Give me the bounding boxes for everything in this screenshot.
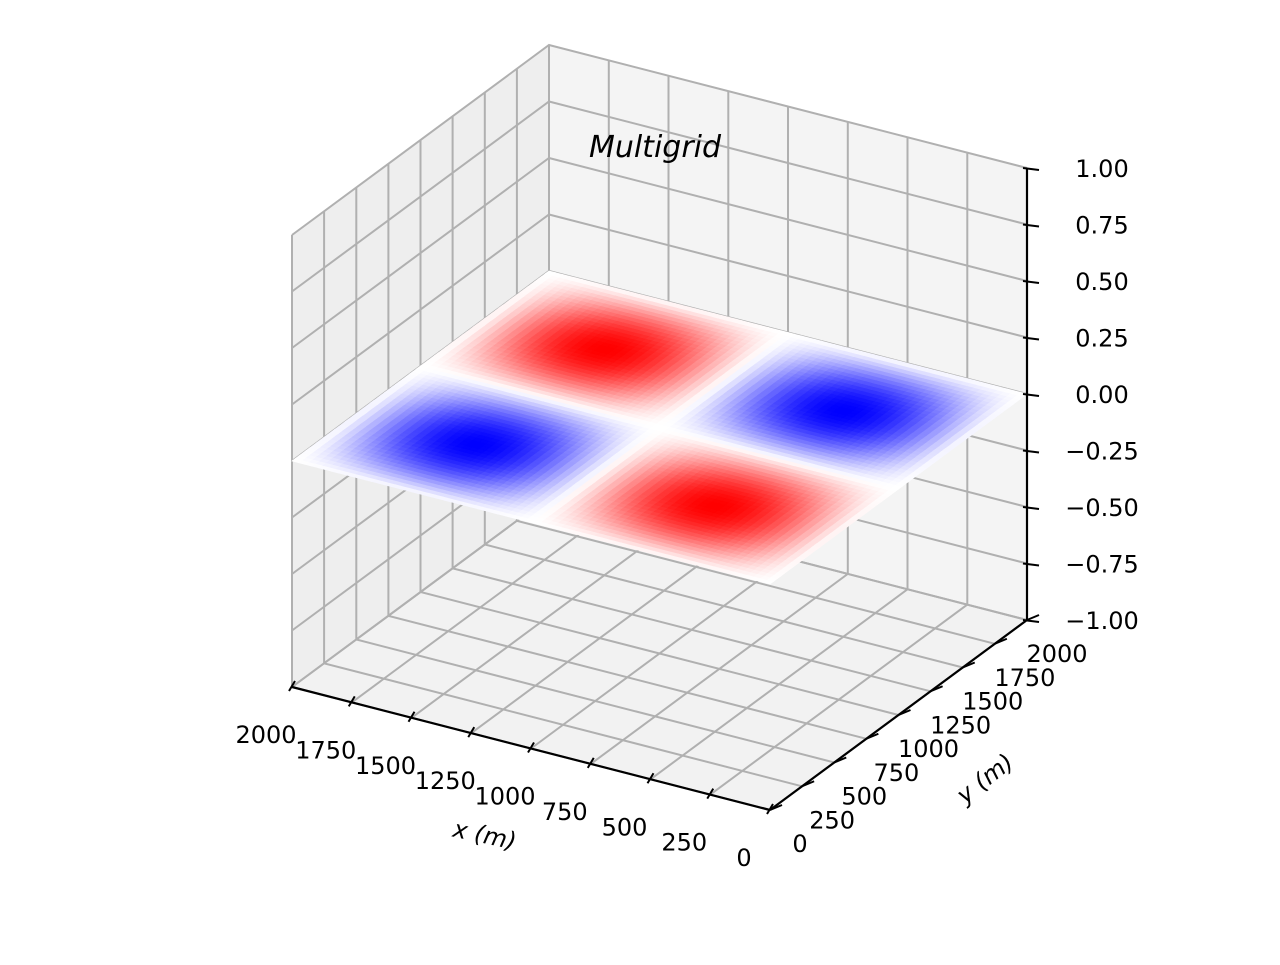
- z-gridline: [291, 156, 1028, 349]
- surface-plane: [291, 270, 1028, 585]
- z-gridline: [291, 100, 1028, 293]
- z-gridline: [291, 43, 1028, 236]
- z-gridline: [291, 213, 1028, 406]
